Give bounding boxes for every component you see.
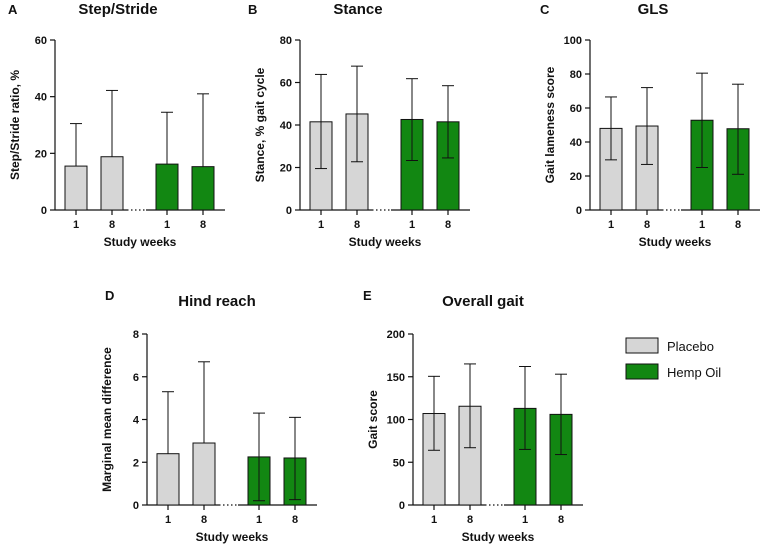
y-tick-label-a: 0 bbox=[41, 205, 47, 217]
y-tick-label-d: 0 bbox=[133, 500, 139, 512]
x-tick-label-a: 1 bbox=[73, 219, 79, 231]
x-tick-label-d: 8 bbox=[292, 514, 298, 526]
y-tick-label-d: 4 bbox=[133, 415, 140, 427]
legend-hemp-label: Hemp Oil bbox=[667, 365, 721, 380]
y-axis-label-d: Marginal mean difference bbox=[100, 347, 114, 492]
bar-placebo-a bbox=[64, 165, 88, 211]
chart-title-c: GLS bbox=[638, 1, 669, 18]
x-axis-label-a: Study weeks bbox=[104, 235, 177, 249]
y-tick-label-c: 60 bbox=[570, 103, 582, 115]
y-tick-label-b: 20 bbox=[280, 163, 292, 175]
bar-placebo-d bbox=[156, 453, 180, 506]
panel-letter-d: D bbox=[105, 288, 114, 303]
x-tick-label-c: 8 bbox=[735, 219, 741, 231]
x-tick-label-a: 8 bbox=[200, 219, 206, 231]
legend-placebo-label: Placebo bbox=[667, 339, 714, 354]
y-tick-label-e: 0 bbox=[399, 500, 405, 512]
bar-hemp-a bbox=[191, 166, 215, 211]
panel-c: C GLS 0 20 40 60 80 100 Gait lameness score 1 8 1 8 S… bbox=[540, 1, 760, 249]
y-tick-label-c: 0 bbox=[576, 205, 582, 217]
panel-letter-a: A bbox=[8, 2, 18, 17]
x-tick-label-c: 8 bbox=[644, 219, 650, 231]
y-tick-label-b: 80 bbox=[280, 35, 292, 47]
y-tick-label-c: 80 bbox=[570, 69, 582, 81]
bar-hemp-a bbox=[155, 163, 179, 211]
y-tick-label-e: 50 bbox=[393, 457, 405, 469]
y-axis-label-e: Gait score bbox=[366, 390, 380, 449]
panel-letter-e: E bbox=[363, 288, 372, 303]
x-tick-label-d: 8 bbox=[201, 514, 207, 526]
y-tick-label-e: 150 bbox=[387, 372, 405, 384]
x-tick-label-b: 8 bbox=[354, 219, 360, 231]
x-tick-label-a: 1 bbox=[164, 219, 170, 231]
y-tick-label-c: 40 bbox=[570, 137, 582, 149]
legend-hemp-swatch bbox=[625, 363, 659, 380]
y-tick-label-b: 60 bbox=[280, 78, 292, 90]
legend: Placebo Hemp Oil bbox=[625, 337, 721, 380]
legend-placebo-swatch bbox=[625, 337, 659, 354]
chart-title-d: Hind reach bbox=[178, 293, 256, 310]
x-tick-label-c: 1 bbox=[699, 219, 705, 231]
y-tick-label-d: 8 bbox=[133, 329, 139, 341]
x-tick-label-e: 1 bbox=[522, 514, 528, 526]
y-tick-label-e: 200 bbox=[387, 329, 405, 341]
x-tick-label-e: 1 bbox=[431, 514, 437, 526]
x-axis-label-b: Study weeks bbox=[349, 235, 422, 249]
panel-d: D Hind reach 0 2 4 6 8 Marginal mean difference… bbox=[100, 288, 317, 544]
chart-title-a: Step/Stride bbox=[78, 1, 157, 18]
x-tick-label-d: 1 bbox=[256, 514, 262, 526]
panel-letter-c: C bbox=[540, 2, 550, 17]
y-tick-label-c: 100 bbox=[564, 35, 582, 47]
chart-title-b: Stance bbox=[333, 1, 382, 18]
panel-e: E Overall gait 0 50 100 150 200 Gait score 1 8 1 8 S… bbox=[363, 288, 583, 544]
y-tick-label-a: 40 bbox=[35, 92, 47, 104]
chart-title-e: Overall gait bbox=[442, 293, 524, 310]
x-tick-label-b: 8 bbox=[445, 219, 451, 231]
x-tick-label-e: 8 bbox=[467, 514, 473, 526]
y-axis-label-c: Gait lameness score bbox=[543, 66, 557, 183]
bar-placebo-d bbox=[192, 442, 216, 506]
x-tick-label-d: 1 bbox=[165, 514, 171, 526]
panel-letter-b: B bbox=[248, 2, 257, 17]
x-tick-label-a: 8 bbox=[109, 219, 115, 231]
x-axis-label-c: Study weeks bbox=[639, 235, 712, 249]
y-tick-label-c: 20 bbox=[570, 171, 582, 183]
y-tick-label-b: 0 bbox=[286, 205, 292, 217]
y-tick-label-a: 20 bbox=[35, 148, 47, 160]
x-tick-label-b: 1 bbox=[409, 219, 415, 231]
x-tick-label-e: 8 bbox=[558, 514, 564, 526]
panel-b: B Stance 0 20 40 60 80 Stance, % gait cycle 1 8 1 8… bbox=[248, 1, 470, 249]
y-axis-label-a: Step/Stride ratio, % bbox=[8, 70, 22, 180]
bar-placebo-a bbox=[100, 156, 124, 211]
y-tick-label-e: 100 bbox=[387, 415, 405, 427]
y-tick-label-a: 60 bbox=[35, 35, 47, 47]
y-tick-label-b: 40 bbox=[280, 120, 292, 132]
y-axis-label-b: Stance, % gait cycle bbox=[253, 67, 267, 182]
x-axis-label-d: Study weeks bbox=[196, 530, 269, 544]
x-tick-label-b: 1 bbox=[318, 219, 324, 231]
x-tick-label-c: 1 bbox=[608, 219, 614, 231]
panel-a: A Step/Stride 0 20 40 60 Step/Stride ratio, % 1… bbox=[8, 1, 225, 249]
x-axis-label-e: Study weeks bbox=[462, 530, 535, 544]
y-tick-label-d: 2 bbox=[133, 457, 139, 469]
y-tick-label-d: 6 bbox=[133, 372, 139, 384]
